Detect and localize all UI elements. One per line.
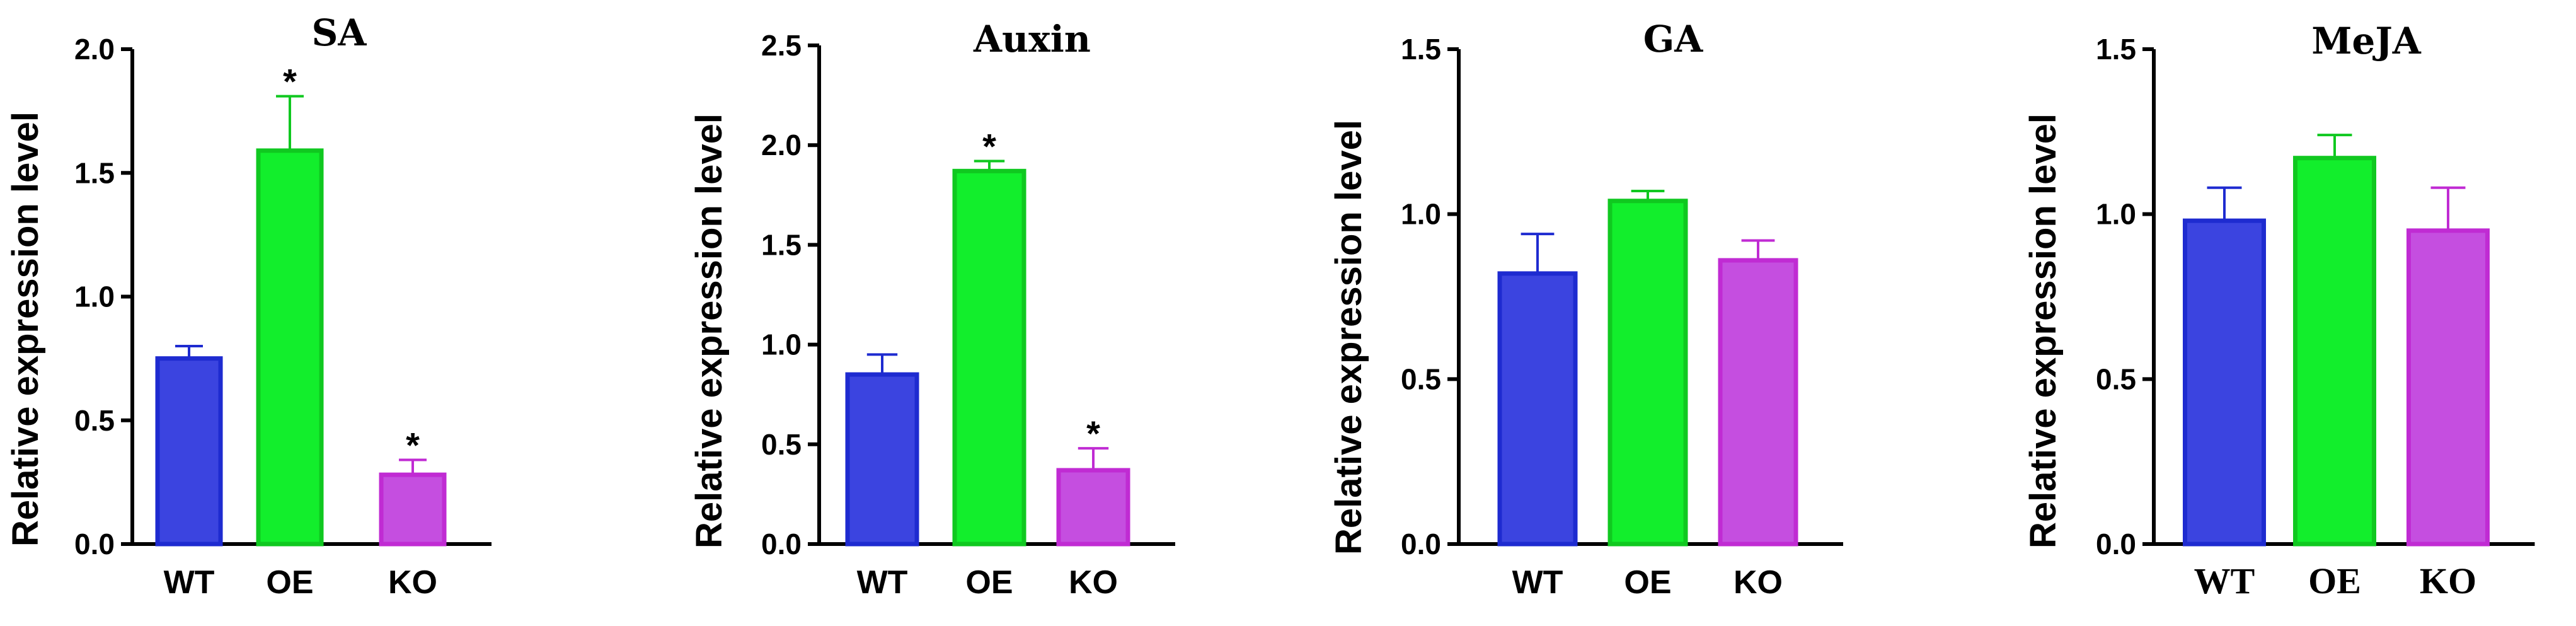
- y-tick-label: 0.5: [2096, 362, 2136, 395]
- y-tick-label: 0.0: [1401, 528, 1441, 560]
- y-tick-label: 0.0: [761, 528, 802, 560]
- significance-marker: *: [406, 426, 420, 465]
- chart-title: Auxin: [973, 18, 1091, 61]
- plot-area: 0.0 0.5 1.0 1.5 WT OE KO: [2096, 33, 2535, 601]
- x-tick-label: OE: [266, 564, 313, 601]
- plot-area: 0.0 0.5 1.0 1.5 2.0 2.5 WT * OE * KO: [761, 29, 1175, 601]
- bar-wt: [845, 372, 919, 547]
- y-axis-label: Relative expression level: [1328, 120, 1369, 555]
- x-tick-label: WT: [857, 564, 908, 601]
- significance-marker: *: [283, 62, 297, 101]
- x-tick-label: KO: [1069, 564, 1118, 601]
- x-tick-label: OE: [1624, 564, 1671, 601]
- y-tick-label: 1.0: [74, 281, 115, 313]
- bar-wt: [2183, 218, 2266, 547]
- y-tick-label: 0.5: [761, 428, 802, 461]
- y-tick-label: 0.0: [74, 528, 115, 560]
- y-tick-label: 1.0: [1401, 198, 1441, 231]
- y-tick-label: 1.5: [2096, 33, 2136, 66]
- chart-panel-ga: GA Relative expression level 0.0 0.5 1.0 1.…: [1328, 18, 1843, 601]
- x-tick-label: KO: [388, 564, 437, 601]
- y-tick-label: 0.5: [1401, 362, 1441, 395]
- plot-area: 0.0 0.5 1.0 1.5 2.0 WT * OE * KO: [74, 33, 492, 601]
- x-tick-label: OE: [2308, 560, 2361, 601]
- significance-marker: *: [982, 127, 996, 166]
- bar-oe: [1607, 199, 1688, 547]
- y-tick-label: 1.5: [1401, 33, 1441, 66]
- y-tick-label: 2.0: [74, 33, 115, 66]
- bar-wt: [1497, 271, 1578, 547]
- y-axis-label: Relative expression level: [689, 113, 730, 548]
- x-tick-label: WT: [164, 564, 215, 601]
- significance-marker: *: [1086, 414, 1100, 453]
- x-tick-label: KO: [2420, 560, 2476, 601]
- y-axis-label: Relative expression level: [2023, 113, 2064, 548]
- y-axis-label: Relative expression level: [5, 112, 46, 547]
- x-tick-label: OE: [965, 564, 1013, 601]
- bar-wt: [155, 356, 223, 547]
- y-tick-label: 2.0: [761, 129, 802, 161]
- y-tick-label: 1.0: [761, 328, 802, 361]
- bar-ko: [2406, 228, 2490, 547]
- bar-ko: [379, 472, 447, 547]
- plot-area: 0.0 0.5 1.0 1.5 WT OE KO: [1401, 33, 1843, 601]
- y-tick-label: 1.5: [74, 156, 115, 189]
- bar-oe: [952, 168, 1026, 547]
- bar-oe: [2293, 156, 2376, 547]
- bar-ko: [1056, 468, 1130, 547]
- y-tick-label: 1.0: [2096, 198, 2136, 231]
- y-tick-label: 0.0: [2096, 528, 2136, 560]
- y-tick-label: 2.5: [761, 29, 802, 62]
- y-tick-label: 0.5: [74, 404, 115, 437]
- x-tick-label: WT: [1512, 564, 1563, 601]
- chart-title: MeJA: [2311, 20, 2422, 62]
- bar-oe: [256, 148, 324, 547]
- chart-panel-auxin: Auxin Relative expression level 0.0 0.5 1.…: [689, 18, 1175, 601]
- chart-title: GA: [1643, 18, 1704, 61]
- x-tick-label: KO: [1734, 564, 1783, 601]
- x-tick-label: WT: [2194, 560, 2255, 601]
- chart-title: SA: [312, 11, 367, 54]
- chart-panel-meja: MeJA Relative expression level 0.0 0.5 1.0…: [2023, 20, 2535, 601]
- y-tick-label: 1.5: [761, 228, 802, 261]
- bar-ko: [1718, 258, 1798, 547]
- chart-panel-sa: SA Relative expression level 0.0 0.5 1.0 1.…: [5, 11, 492, 601]
